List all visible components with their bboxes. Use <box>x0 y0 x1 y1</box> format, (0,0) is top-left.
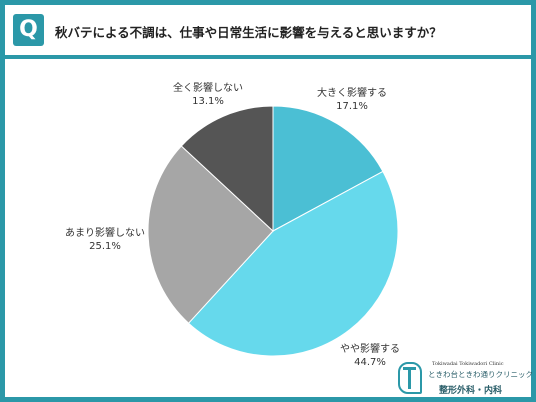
slice-label-little: あまり影響しない <box>65 226 145 239</box>
clinic-name: ときわ台ときわ通りクリニック <box>428 370 533 379</box>
question-text: 秋バテによる不調は、仕事や日常生活に影響を与えると思いますか？ <box>55 25 442 40</box>
pie-labels: 大きく影響する 17.1% やや影響する 44.7% あまり影響しない 25.1% 全く影響… <box>65 81 400 368</box>
slice-label-none: 全く影響しない <box>173 81 243 94</box>
question-bar: Q 秋バテによる不調は、仕事や日常生活に影響を与えると思いますか？ <box>5 5 531 59</box>
slice-value-large: 17.1% <box>336 101 368 112</box>
slice-value-little: 25.1% <box>89 241 121 252</box>
pie-slice-little <box>147 145 274 324</box>
clinic-department: 整形外科・内科 <box>439 386 503 396</box>
pie-slice-large <box>272 105 384 232</box>
pie-slice-none <box>180 105 274 233</box>
slice-value-none: 13.1% <box>192 96 224 107</box>
pie-slices <box>147 105 399 357</box>
question-badge: Q <box>13 14 44 46</box>
clinic-roman-name: Tokiwadai Tokiwadori Clinic <box>432 361 504 367</box>
slice-value-slight: 44.7% <box>354 357 386 368</box>
pie-slice-slight <box>187 170 399 357</box>
slice-label-slight: やや影響する <box>340 342 400 355</box>
clinic-logo-icon <box>398 362 422 394</box>
slice-label-large: 大きく影響する <box>317 86 387 99</box>
clinic-logo: Tokiwadai Tokiwadori Clinic ときわ台ときわ通りクリニ… <box>392 359 533 399</box>
